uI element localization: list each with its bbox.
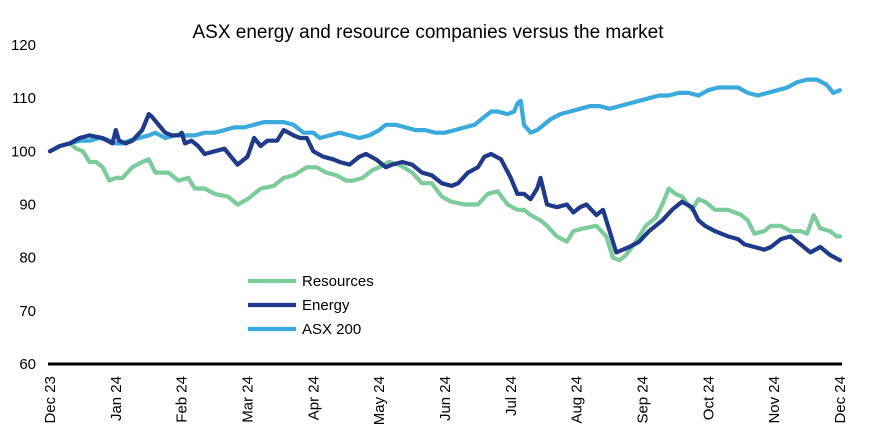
legend-label-resources: Resources (302, 273, 374, 290)
series-line-asx-200 (47, 77, 843, 154)
x-tick-label: Sep 24 (635, 376, 652, 424)
legend: Resources Energy ASX 200 (248, 273, 374, 338)
series-line-energy (47, 112, 843, 263)
x-tick-label: Apr 24 (305, 376, 322, 420)
x-tick-label: Jun 24 (437, 376, 454, 421)
series-lines (47, 77, 843, 263)
x-tick-label: Aug 24 (569, 376, 586, 424)
y-tick-label: 90 (19, 197, 36, 214)
legend-label-asx-200: ASX 200 (302, 321, 361, 338)
x-tick-label: Feb 24 (174, 376, 191, 423)
y-tick-label: 100 (11, 143, 36, 160)
x-tick-label: Dec 23 (42, 376, 59, 424)
y-tick-label: 110 (12, 90, 36, 107)
x-tick-label: Oct 24 (700, 376, 717, 420)
y-tick-label: 60 (19, 356, 36, 373)
x-tick-label: May 24 (371, 376, 388, 425)
y-tick-label: 70 (19, 303, 36, 320)
x-tick-label: Dec 24 (832, 376, 849, 424)
legend-label-energy: Energy (302, 297, 350, 314)
y-axis-tick-labels: 60 70 80 90 100 110 120 (11, 37, 36, 373)
y-tick-label: 80 (19, 250, 36, 267)
x-tick-label: Jul 24 (503, 376, 520, 416)
y-tick-label: 120 (11, 37, 36, 54)
chart-title: ASX energy and resource companies versus… (192, 22, 664, 43)
x-axis-tick-labels: Dec 23 Jan 24 Feb 24 Mar 24 Apr 24 May 24 Jun … (42, 376, 849, 425)
x-tick-label: Nov 24 (766, 376, 783, 424)
x-tick-label: Mar 24 (240, 376, 257, 423)
x-tick-label: Jan 24 (108, 376, 125, 421)
series-line-resources (47, 141, 843, 263)
